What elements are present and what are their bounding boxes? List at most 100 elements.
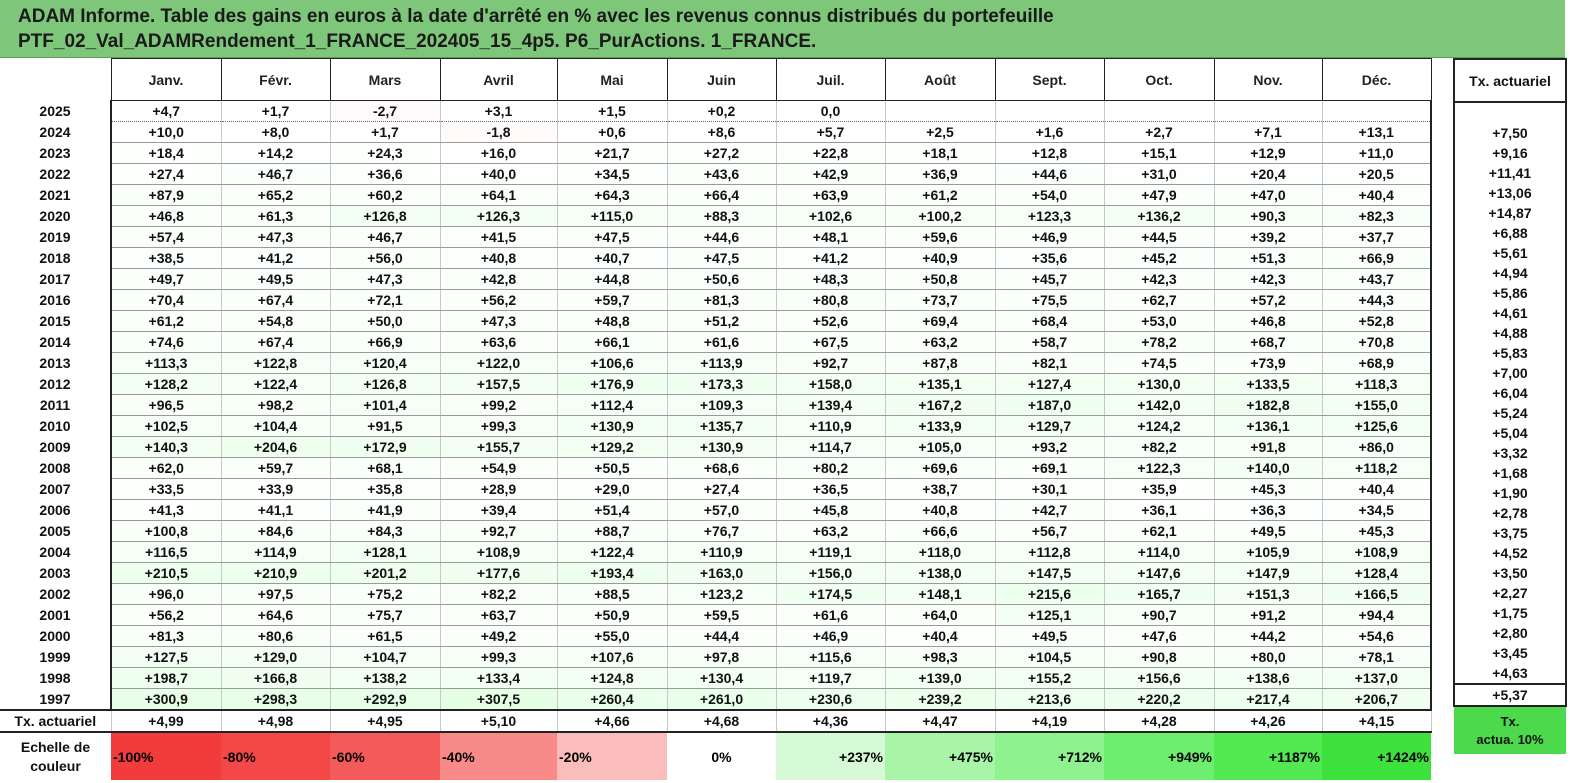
value-cell: +129,7 bbox=[994, 415, 1105, 437]
value-cell: +36,6 bbox=[329, 163, 441, 185]
footer-rate-cell: +4,26 bbox=[1213, 709, 1323, 733]
rate-cell: +7,50 bbox=[1453, 123, 1567, 143]
value-cell: +133,9 bbox=[884, 415, 996, 437]
footer-rate-cell: +4,15 bbox=[1321, 709, 1432, 733]
value-cell: +108,9 bbox=[439, 541, 558, 563]
value-cell: +82,3 bbox=[1321, 205, 1432, 227]
value-cell: +51,2 bbox=[666, 310, 777, 332]
value-cell: +230,6 bbox=[775, 688, 886, 711]
footer-rate-cell: +4,68 bbox=[666, 709, 777, 733]
value-cell: 0,0 bbox=[775, 100, 886, 122]
value-cell: +40,0 bbox=[439, 163, 558, 185]
value-cell: +46,9 bbox=[994, 226, 1105, 248]
value-cell: +47,3 bbox=[220, 226, 331, 248]
rate-row: +3,75 bbox=[1453, 523, 1567, 543]
table-row: 2016 +70,4 +67,4 +72,1 +56,2 +59,7 +81,3 +80,8 +… bbox=[0, 289, 1432, 311]
value-cell: +40,4 bbox=[1321, 478, 1432, 500]
value-cell: +84,6 bbox=[220, 520, 331, 542]
value-cell: +1,7 bbox=[220, 100, 331, 122]
value-cell: +104,5 bbox=[994, 646, 1105, 668]
value-cell: +41,2 bbox=[220, 247, 331, 269]
value-cell: +119,7 bbox=[775, 667, 886, 689]
value-cell: +81,3 bbox=[666, 289, 777, 311]
value-cell: +147,6 bbox=[1103, 562, 1215, 584]
rate-row: +5,04 bbox=[1453, 423, 1567, 443]
value-cell: +54,0 bbox=[994, 184, 1105, 206]
value-cell: +193,4 bbox=[556, 562, 668, 584]
value-cell: +5,7 bbox=[775, 121, 886, 143]
month-header: Oct. bbox=[1103, 58, 1215, 101]
rate-cell: +5,86 bbox=[1453, 283, 1567, 303]
value-cell: +18,4 bbox=[110, 142, 222, 164]
year-label: 2017 bbox=[39, 271, 71, 287]
table-row: 1997 +300,9 +298,3 +292,9 +307,5 +260,4 +261,0… bbox=[0, 688, 1432, 711]
table-row: 2010 +102,5 +104,4 +91,5 +99,3 +130,9 +135,7 +1… bbox=[0, 415, 1432, 437]
value-cell: +78,1 bbox=[1321, 646, 1432, 668]
year-label: 1998 bbox=[39, 670, 71, 686]
value-cell: +69,6 bbox=[884, 457, 996, 479]
value-cell: +90,7 bbox=[1103, 604, 1215, 626]
value-cell: +59,5 bbox=[666, 604, 777, 626]
value-cell: +2,5 bbox=[884, 121, 996, 143]
value-cell: +75,2 bbox=[329, 583, 441, 605]
value-cell: +138,0 bbox=[884, 562, 996, 584]
table-row: 2000 +81,3 +80,6 +61,5 +49,2 +55,0 +44,4 +46,9 +… bbox=[0, 625, 1432, 647]
rate-cell: +3,50 bbox=[1453, 563, 1567, 583]
value-cell: +52,6 bbox=[775, 310, 886, 332]
value-cell: +40,7 bbox=[556, 247, 668, 269]
rate-cell: +13,06 bbox=[1453, 183, 1567, 203]
rate-row: +4,52 bbox=[1453, 543, 1567, 563]
value-cell: +47,6 bbox=[1103, 625, 1215, 647]
value-cell: +68,6 bbox=[666, 457, 777, 479]
value-cell: +16,0 bbox=[439, 142, 558, 164]
value-cell: +61,6 bbox=[775, 604, 886, 626]
value-cell: +20,4 bbox=[1213, 163, 1323, 185]
color-scale-label-line-2: couleur bbox=[30, 757, 81, 774]
value-cell: +155,7 bbox=[439, 436, 558, 458]
value-cell: +57,4 bbox=[110, 226, 222, 248]
value-cell: +24,3 bbox=[329, 142, 441, 164]
table-row: 2018 +38,5 +41,2 +56,0 +40,8 +40,7 +47,5 +41,2 +… bbox=[0, 247, 1432, 269]
value-cell: +158,0 bbox=[775, 373, 886, 395]
report-title: ADAM Informe. Table des gains en euros à… bbox=[0, 0, 1565, 58]
rate-cell: +3,32 bbox=[1453, 443, 1567, 463]
year-label: 2007 bbox=[39, 481, 71, 497]
value-cell: +63,7 bbox=[439, 604, 558, 626]
color-scale-swatch: 0% bbox=[667, 732, 776, 780]
value-cell: +0,2 bbox=[666, 100, 777, 122]
value-cell: +70,8 bbox=[1321, 331, 1432, 353]
rate-row: +5,24 bbox=[1453, 403, 1567, 423]
value-cell: +51,3 bbox=[1213, 247, 1323, 269]
header-corner bbox=[0, 58, 112, 101]
month-header: Sept. bbox=[994, 58, 1105, 101]
value-cell: +41,5 bbox=[439, 226, 558, 248]
rate-footer-cell: +5,37 bbox=[1453, 683, 1567, 707]
value-cell bbox=[1321, 100, 1432, 122]
value-cell: +66,9 bbox=[1321, 247, 1432, 269]
value-cell: +300,9 bbox=[110, 688, 222, 711]
rate-cell bbox=[1453, 102, 1567, 123]
value-cell: +130,4 bbox=[666, 667, 777, 689]
color-scale-swatch: -60% bbox=[330, 732, 440, 780]
value-cell: +47,0 bbox=[1213, 184, 1323, 206]
value-cell: +47,9 bbox=[1103, 184, 1215, 206]
value-cell: +60,2 bbox=[329, 184, 441, 206]
value-cell: +47,5 bbox=[666, 247, 777, 269]
footer-rate-cell: +4,66 bbox=[556, 709, 668, 733]
value-cell: +108,9 bbox=[1321, 541, 1432, 563]
value-cell: +130,9 bbox=[556, 415, 668, 437]
gains-table: Janv. Févr. Mars Avril Mai Juin Juil. Août Sept.… bbox=[0, 58, 1432, 780]
value-cell: +215,6 bbox=[994, 583, 1105, 605]
value-cell: +125,6 bbox=[1321, 415, 1432, 437]
value-cell bbox=[994, 100, 1105, 122]
value-cell: +44,2 bbox=[1213, 625, 1323, 647]
value-cell: +119,1 bbox=[775, 541, 886, 563]
color-scale-swatch: +237% bbox=[776, 732, 885, 780]
value-cell: +46,7 bbox=[220, 163, 331, 185]
year-label: 2000 bbox=[39, 628, 71, 644]
value-cell: +90,3 bbox=[1213, 205, 1323, 227]
value-cell: +61,2 bbox=[884, 184, 996, 206]
rate-row: +3,45 bbox=[1453, 643, 1567, 663]
value-cell: +48,3 bbox=[775, 268, 886, 290]
rate-header-row: Tx. actuariel bbox=[1453, 58, 1567, 103]
